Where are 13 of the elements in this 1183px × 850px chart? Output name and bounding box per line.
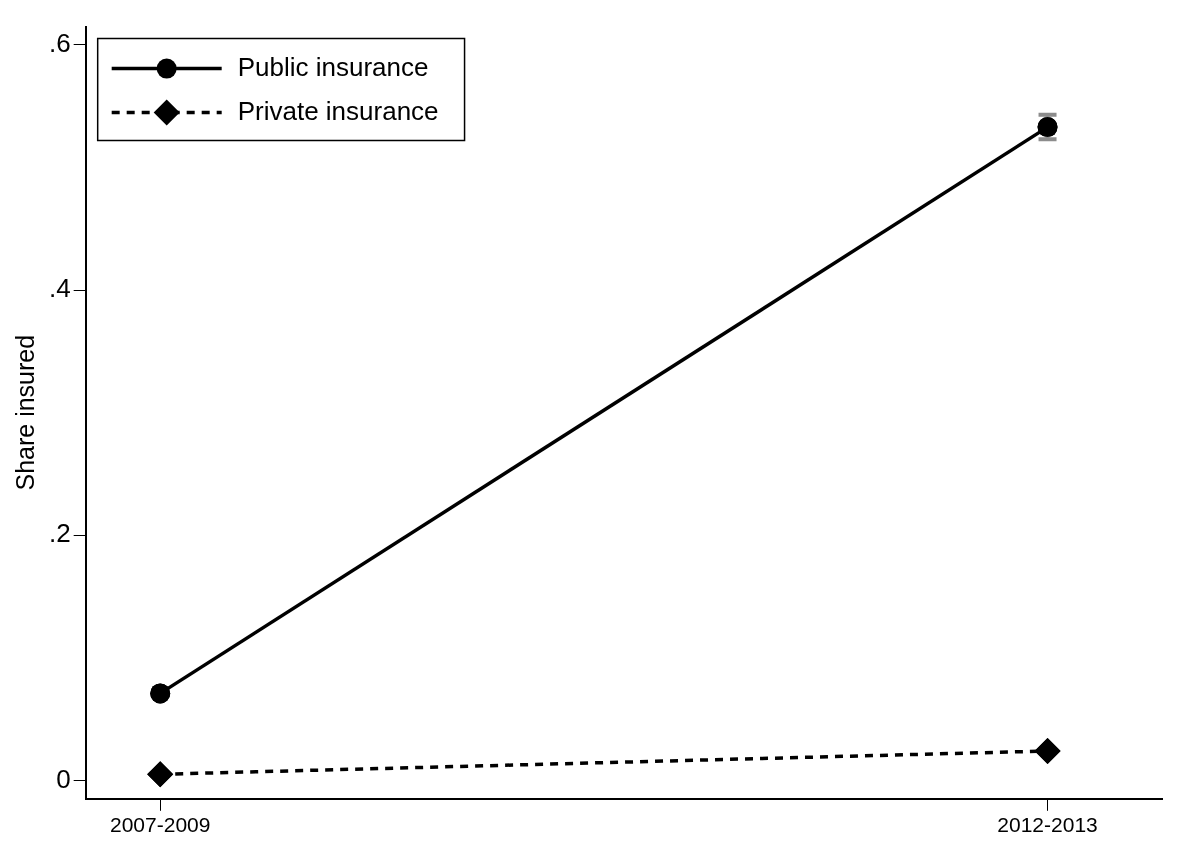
x-tick-label: 2012-2013: [997, 813, 1098, 837]
y-tick-label: .6: [49, 28, 71, 59]
y-tick-label: 0: [56, 763, 71, 794]
legend-label: Public insurance: [237, 51, 429, 82]
point: [1037, 117, 1058, 138]
point: [1034, 738, 1061, 764]
point: [147, 761, 174, 788]
y-tick-label: .4: [49, 273, 71, 304]
x-tick-label: 2007-2009: [110, 813, 211, 837]
point: [150, 683, 171, 704]
y-axis-title: Share insured: [10, 334, 39, 491]
legend-label: Private insurance: [237, 95, 439, 126]
y-tick-label: .2: [49, 518, 71, 549]
